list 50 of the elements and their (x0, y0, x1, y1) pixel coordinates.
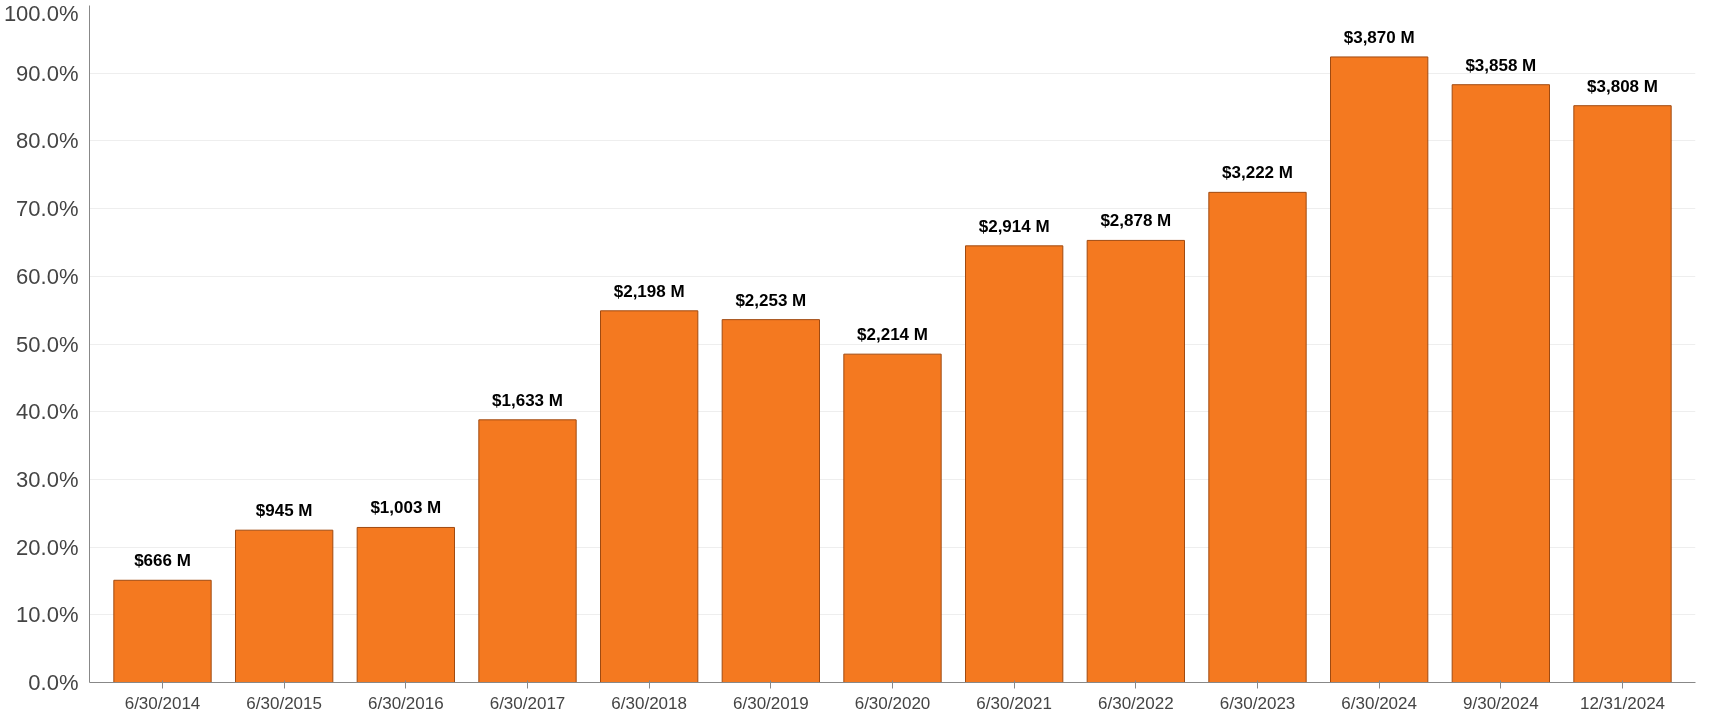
annotation: $3,808 M (1587, 76, 1658, 96)
bar (1451, 84, 1550, 683)
bar (478, 419, 577, 683)
bar (965, 245, 1064, 683)
x-tick-label: 6/30/2022 (1098, 693, 1174, 713)
x-tick-label: 6/30/2017 (489, 693, 566, 713)
annotation: $945 M (255, 501, 313, 521)
bar (843, 353, 942, 683)
x-tick-label: 9/30/2024 (1463, 693, 1539, 713)
y-tick-label: 0.0% (28, 670, 79, 695)
x-tick-label: 6/30/2015 (246, 693, 322, 713)
y-tick-label: 90.0% (16, 60, 79, 86)
x-tick-label: 6/30/2024 (1341, 693, 1417, 713)
bar (1330, 56, 1429, 683)
annotation: $3,870 M (1343, 27, 1415, 47)
y-tick-label: 80.0% (16, 128, 79, 154)
annotation: $2,214 M (857, 325, 928, 345)
annotation: $2,878 M (1100, 211, 1172, 231)
bar (1208, 191, 1307, 683)
x-tick-label: 6/30/2020 (854, 693, 931, 713)
annotation: $666 M (134, 551, 191, 571)
x-tick-label: 6/30/2019 (733, 693, 809, 713)
bar (1086, 239, 1185, 683)
y-tick-label: 70.0% (16, 196, 79, 222)
x-tick-label: 6/30/2016 (368, 693, 444, 713)
annotation: $3,222 M (1222, 163, 1293, 183)
annotation: $1,633 M (492, 390, 563, 410)
y-tick-label: 40.0% (16, 399, 79, 425)
x-tick-label: 12/31/2024 (1579, 693, 1666, 713)
x-tick-label: 6/30/2014 (124, 693, 201, 713)
bar (600, 310, 699, 683)
bar (1573, 105, 1672, 683)
bar (721, 319, 820, 683)
bar (356, 526, 455, 683)
x-tick-label: 6/30/2018 (611, 693, 687, 713)
y-tick-label: 100.0% (3, 0, 79, 26)
y-tick-label: 10.0% (16, 602, 79, 628)
annotation: $2,914 M (978, 216, 1050, 236)
x-tick-label: 6/30/2021 (976, 693, 1052, 713)
y-tick-label: 50.0% (16, 331, 79, 357)
y-tick-label: 60.0% (16, 263, 79, 289)
annotation: $3,858 M (1465, 55, 1537, 75)
annotation: $1,003 M (370, 498, 442, 518)
y-tick-label: 20.0% (16, 534, 79, 560)
bar (235, 529, 334, 683)
annotation: $2,198 M (613, 281, 685, 301)
bar (113, 579, 212, 683)
y-tick-label: 30.0% (16, 466, 79, 492)
annotation: $2,253 M (735, 290, 807, 310)
x-tick-label: 6/30/2023 (1219, 693, 1296, 713)
